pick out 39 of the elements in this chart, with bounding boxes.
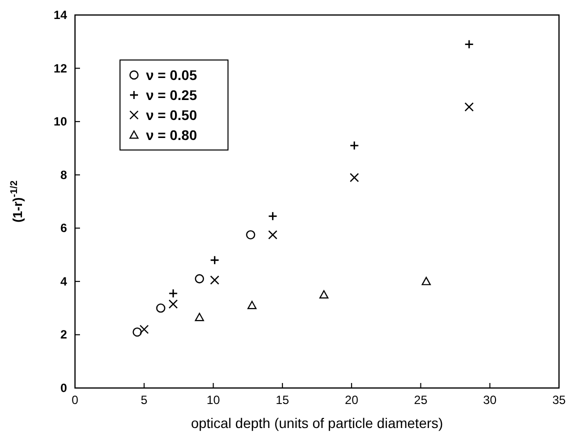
point: [210, 275, 220, 285]
legend-label: ν = 0.80: [146, 127, 198, 143]
x-tick-label: 5: [140, 393, 148, 407]
x-tick-label: 0: [72, 393, 79, 407]
point: [168, 299, 178, 309]
point: [350, 172, 359, 182]
legend-label: ν = 0.25: [146, 87, 198, 103]
x-tick-label: 15: [276, 393, 290, 407]
point: [194, 312, 204, 322]
point: [247, 300, 257, 310]
point: [194, 274, 204, 284]
point: [268, 230, 278, 240]
y-tick-label: 8: [60, 168, 68, 182]
point: [140, 324, 149, 334]
point: [246, 230, 256, 240]
point: [132, 327, 142, 337]
point: [464, 40, 474, 50]
point: [350, 140, 360, 150]
x-tick-label: 30: [483, 393, 497, 407]
y-tick-label: 6: [60, 221, 68, 236]
x-tick-label: 20: [344, 393, 359, 407]
x-axis-title: optical depth (units of particle diameters): [190, 415, 444, 431]
x-tick-label: 35: [552, 393, 566, 407]
point: [422, 276, 431, 286]
point: [319, 290, 328, 298]
legend-label: ν = 0.05: [146, 67, 198, 83]
y-tick-label: 2: [60, 328, 68, 342]
y-tick-label: 4: [60, 274, 68, 288]
point: [156, 303, 166, 313]
point: [168, 288, 178, 298]
y-tick-label: 0: [60, 381, 68, 395]
x-tick-label: 10: [206, 393, 220, 407]
y-tick-label: 12: [54, 61, 68, 76]
point: [464, 102, 474, 112]
y-tick-label: 14: [54, 8, 68, 22]
legend-label: ν = 0.50: [146, 107, 198, 123]
y-tick-label: 10: [54, 114, 68, 129]
x-tick-label: 25: [414, 393, 428, 407]
point: [210, 255, 220, 265]
